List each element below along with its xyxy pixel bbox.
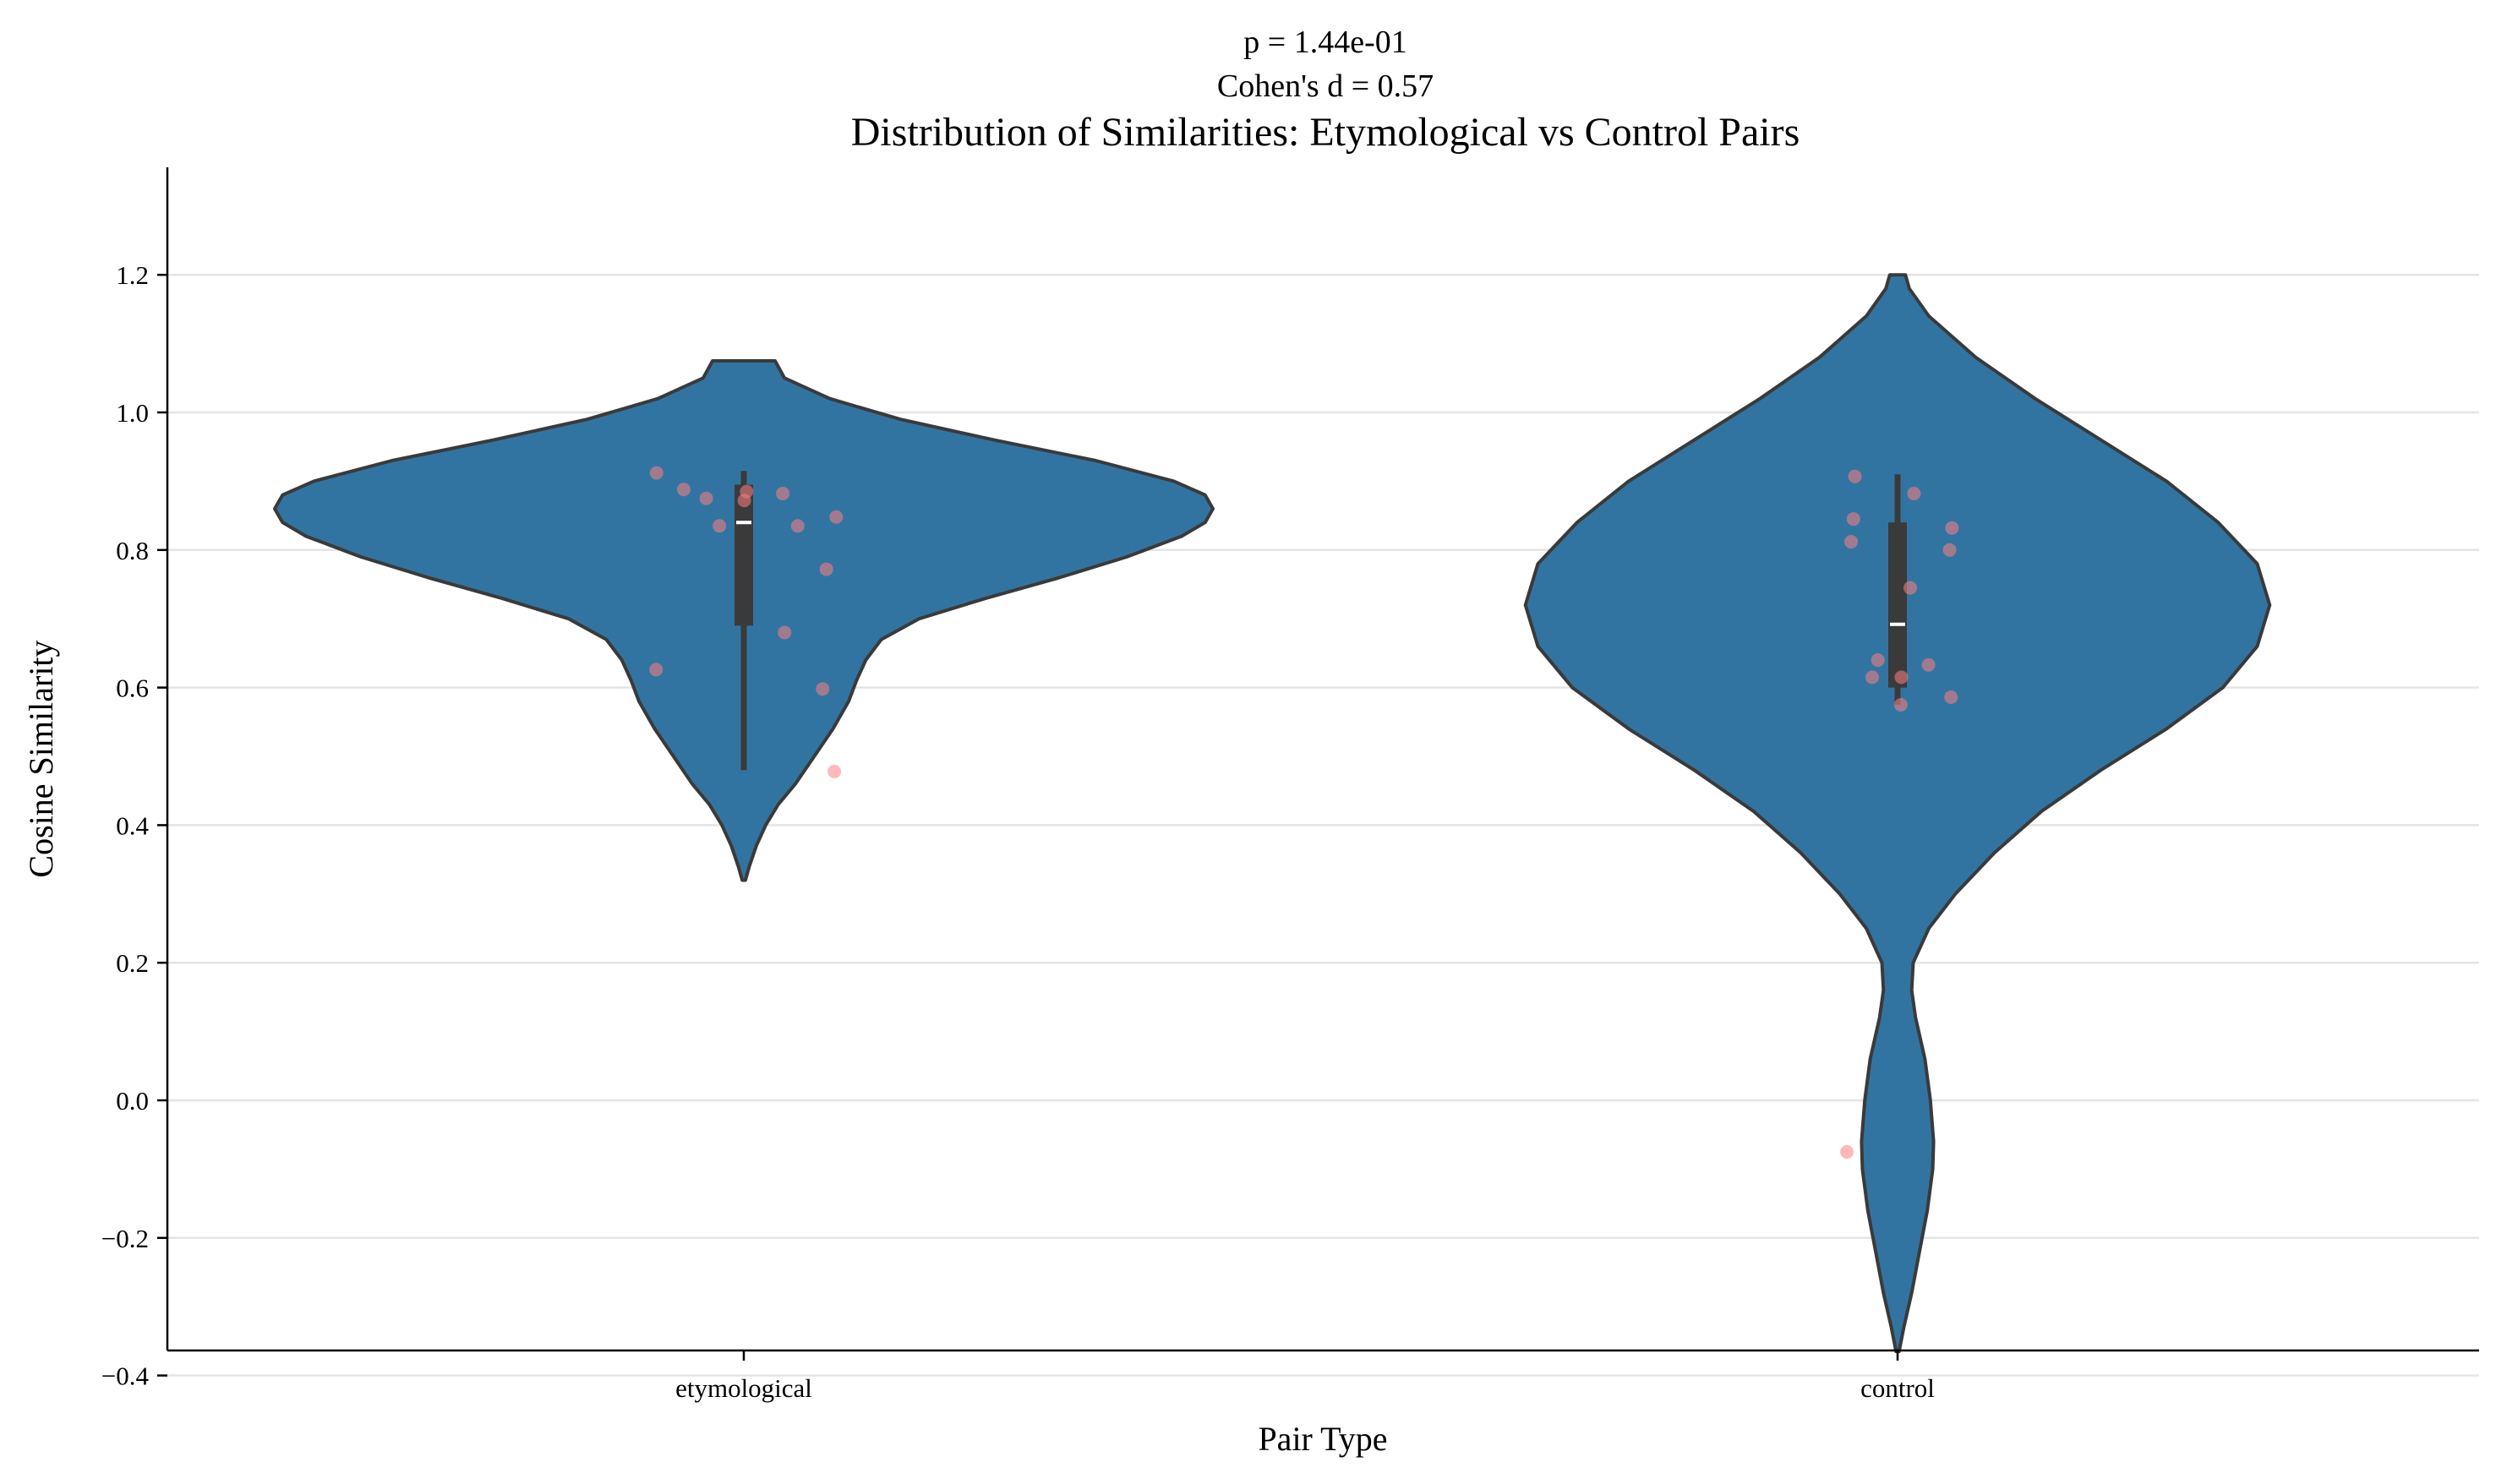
data-point-control xyxy=(1871,653,1885,668)
violins xyxy=(273,273,2272,1354)
y-axis-label: Cosine Similarity xyxy=(22,640,60,877)
x-tick-label-control: control xyxy=(1860,1373,1935,1403)
data-point-control xyxy=(1840,1145,1854,1159)
x-axis-label: Pair Type xyxy=(1258,1420,1387,1458)
y-ticks: −0.4 −0.2 0.0 0.2 0.4 0.6 0.8 1.0 1.2 xyxy=(101,260,167,1391)
x-tick-label-etymological: etymological xyxy=(675,1373,812,1403)
y-tick-label: 0.2 xyxy=(116,948,149,978)
y-tick-label: −0.2 xyxy=(101,1224,149,1253)
y-tick-label: 1.2 xyxy=(116,260,149,290)
data-point-control xyxy=(1894,670,1909,685)
subtitle-cohens-d: Cohen's d = 0.57 xyxy=(1217,68,1434,104)
chart-title: Distribution of Similarities: Etymologic… xyxy=(851,110,1800,155)
data-point-control xyxy=(1921,657,1936,672)
data-point-etymological xyxy=(649,663,664,677)
y-tick-label: −0.4 xyxy=(101,1361,150,1391)
data-point-control xyxy=(1893,697,1908,712)
data-point-control xyxy=(1945,521,1959,535)
data-point-control xyxy=(1903,581,1917,595)
y-tick-label: 0.4 xyxy=(116,810,149,840)
subtitle-pvalue: p = 1.44e-01 xyxy=(1243,25,1406,60)
data-point-control xyxy=(1942,543,1957,557)
data-point-control xyxy=(1865,670,1880,685)
box-plots xyxy=(735,471,1907,771)
data-point-etymological xyxy=(737,494,751,508)
data-point-etymological xyxy=(790,519,805,533)
violin-control xyxy=(1523,273,2272,1354)
data-point-etymological xyxy=(819,562,833,576)
data-point-etymological xyxy=(649,466,664,480)
data-point-control xyxy=(1844,535,1859,549)
data-point-control xyxy=(1907,487,1921,501)
data-point-etymological xyxy=(778,625,792,640)
y-tick-label: 0.8 xyxy=(116,536,149,565)
data-point-etymological xyxy=(827,764,842,778)
data-points xyxy=(649,466,1959,1159)
data-point-etymological xyxy=(676,483,691,497)
y-tick-label: 1.0 xyxy=(116,398,149,428)
data-point-etymological xyxy=(816,682,830,696)
data-point-control xyxy=(1846,512,1860,526)
y-tick-label: 0.6 xyxy=(116,674,149,703)
box-control xyxy=(1888,522,1907,688)
x-ticks: etymological control xyxy=(675,1350,1935,1403)
y-tick-label: 0.0 xyxy=(116,1086,149,1116)
data-point-etymological xyxy=(829,510,844,524)
data-point-control xyxy=(1848,469,1862,483)
data-point-etymological xyxy=(699,491,713,505)
data-point-etymological xyxy=(776,487,790,501)
data-point-control xyxy=(1944,690,1958,704)
data-point-etymological xyxy=(713,519,727,533)
box-etymological xyxy=(735,484,753,626)
